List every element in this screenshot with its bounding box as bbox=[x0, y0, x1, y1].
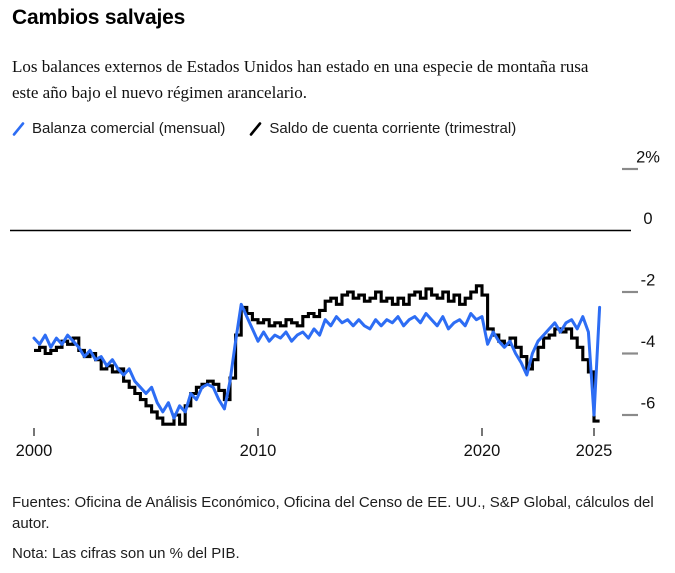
current-account-slash-icon bbox=[250, 121, 262, 136]
line-chart: 2% 0 -2 -4 -6 2000 2010 2020 2025 bbox=[10, 149, 660, 460]
y-axis-tick-label: -4 bbox=[641, 333, 656, 351]
sources-note: Fuentes: Oficina de Análisis Económico, … bbox=[12, 494, 654, 532]
chart-title: Cambios salvajes bbox=[12, 6, 186, 29]
y-axis-tick-label: 2% bbox=[636, 149, 660, 167]
chart-plot-area: 2% 0 -2 -4 -6 2000 2010 2020 2025 bbox=[0, 140, 675, 480]
legend-item-current-account: Saldo de cuenta corriente (trimestral) bbox=[249, 120, 516, 137]
legend-label-current-account: Saldo de cuenta corriente (trimestral) bbox=[269, 120, 517, 137]
y-axis-tick-label: -6 bbox=[641, 395, 656, 413]
chart-legend: Balanza comercial (mensual) Saldo de cue… bbox=[12, 120, 516, 137]
trade-balance-line bbox=[32, 302, 602, 420]
y-axis-tick-label: 0 bbox=[643, 210, 652, 228]
legend-item-trade-balance: Balanza comercial (mensual) bbox=[12, 120, 225, 137]
x-axis-tick-label: 2010 bbox=[240, 442, 277, 460]
trade-balance-slash-icon bbox=[12, 121, 25, 136]
legend-label-trade-balance: Balanza comercial (mensual) bbox=[32, 120, 226, 137]
y-axis-tick-label: -2 bbox=[641, 272, 656, 290]
x-axis-tick-label: 2000 bbox=[16, 442, 53, 460]
unit-note: Nota: Las cifras son un % del PIB. bbox=[12, 545, 240, 562]
current-account-line bbox=[34, 284, 600, 426]
chart-subtitle: Los balances externos de Estados Unidos … bbox=[12, 57, 589, 102]
x-axis-tick-label: 2025 bbox=[576, 442, 613, 460]
x-axis-tick-label: 2020 bbox=[464, 442, 501, 460]
